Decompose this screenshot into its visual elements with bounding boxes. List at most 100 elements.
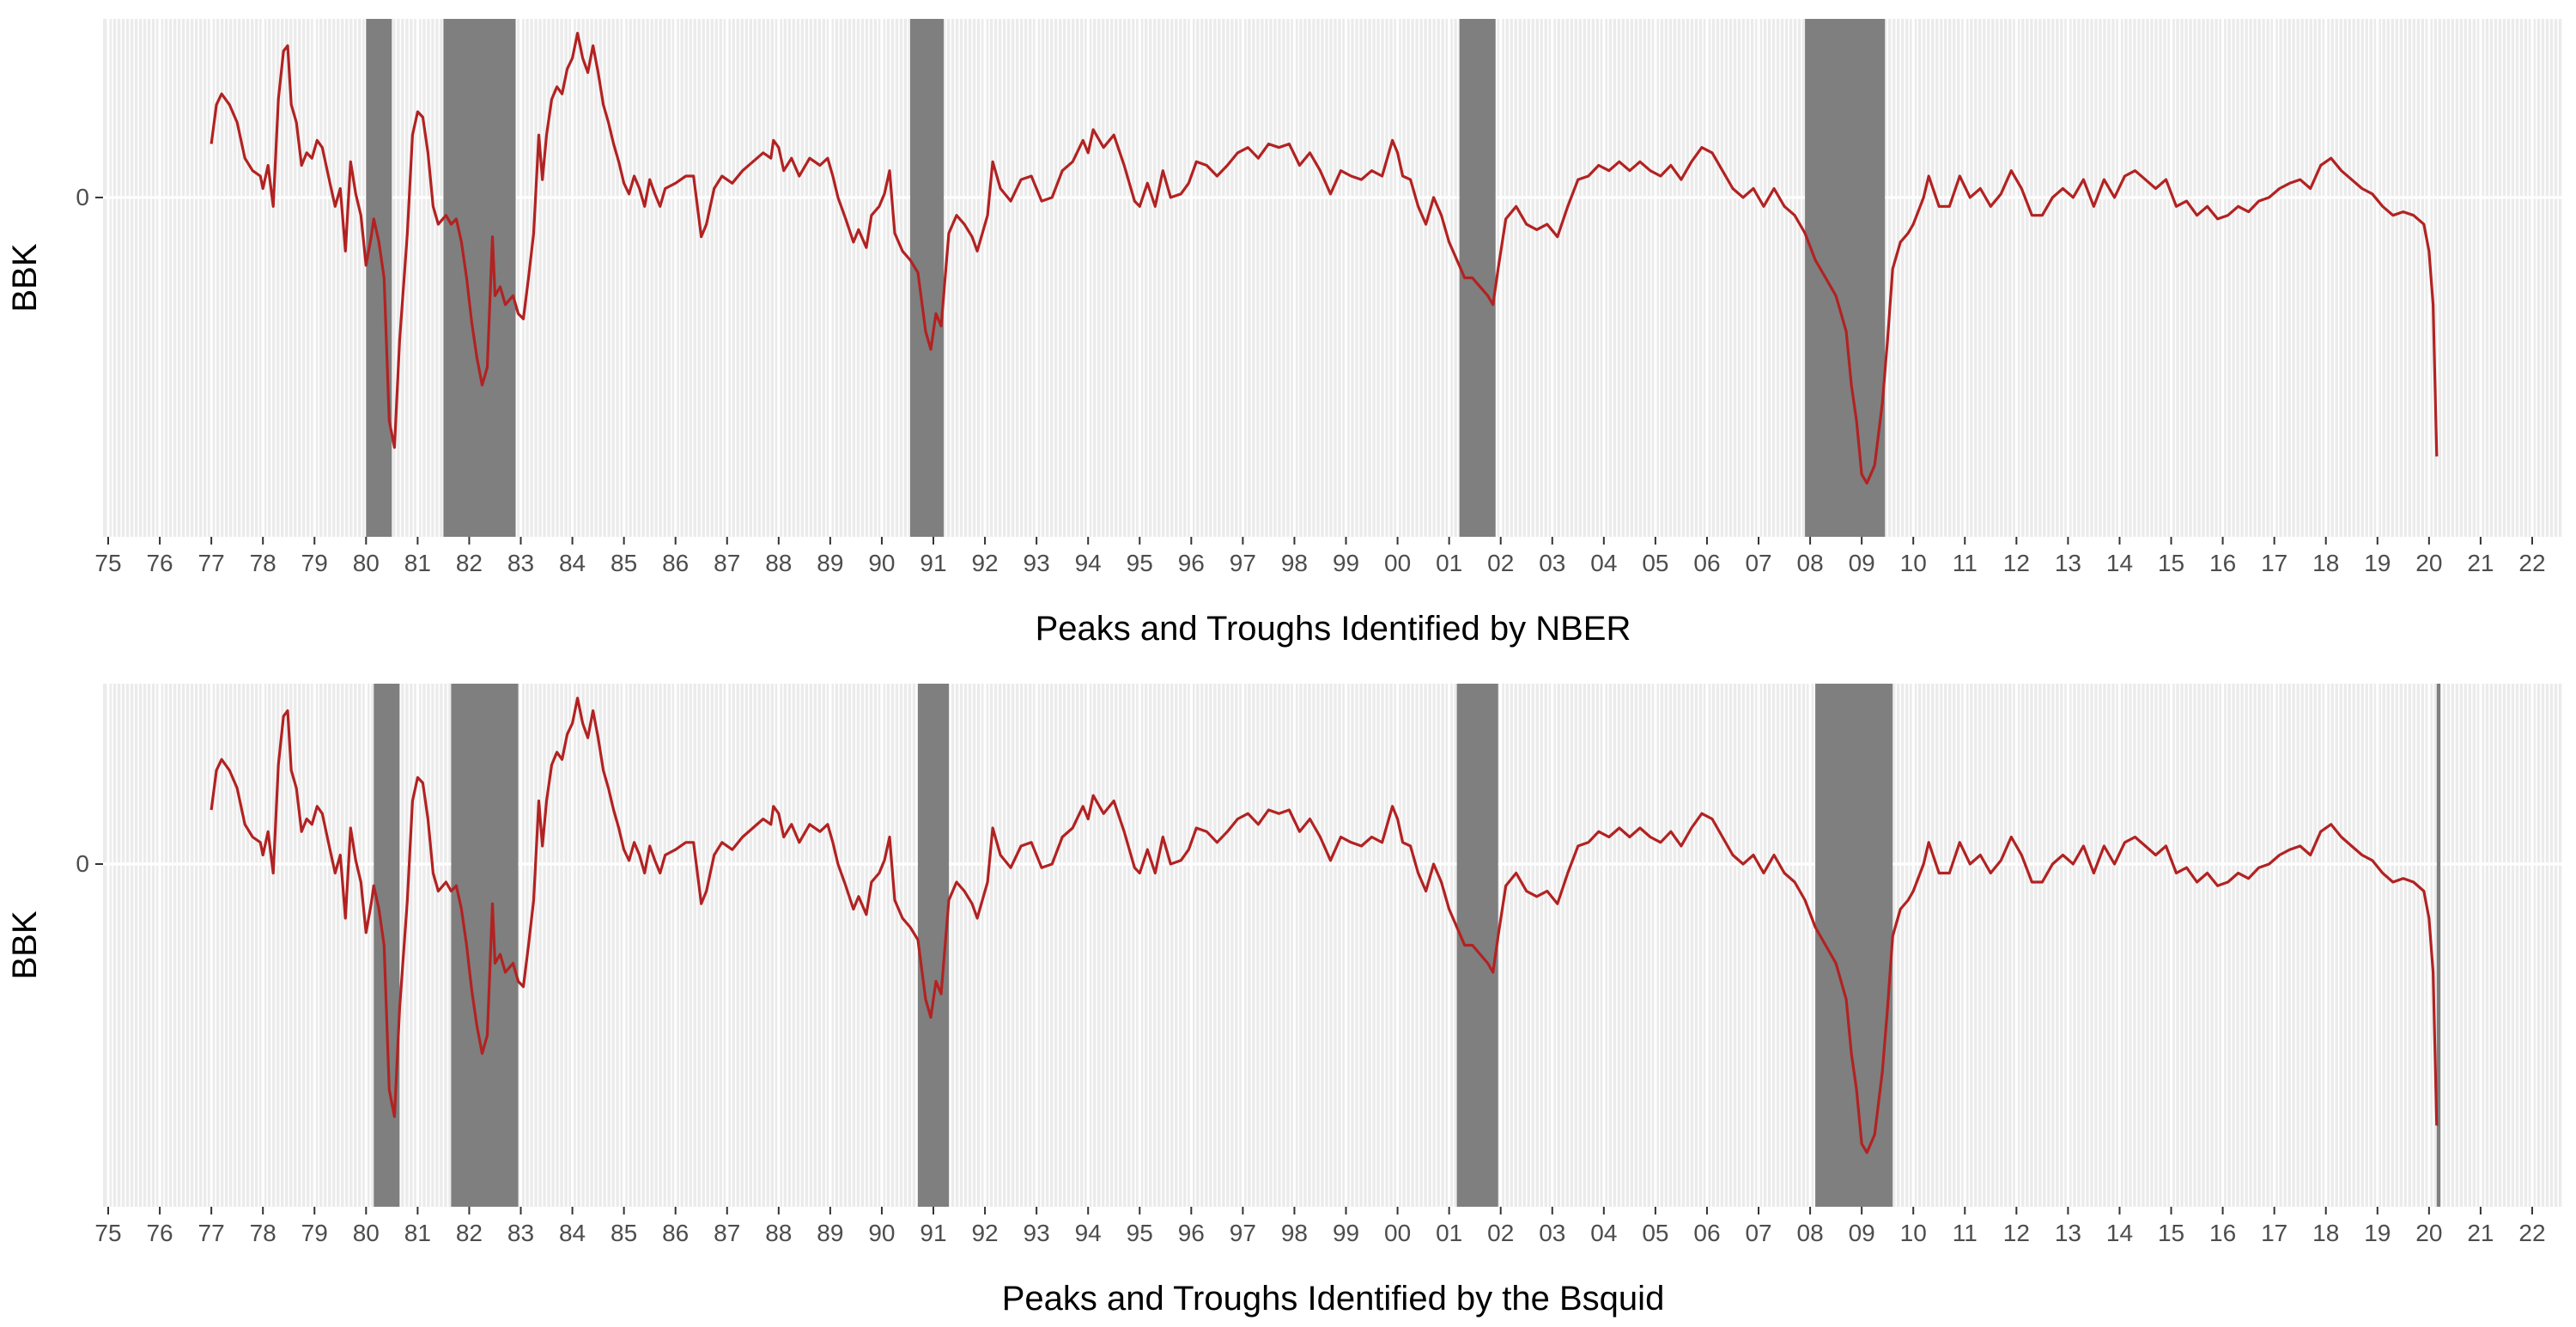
- x-tick-label: 14: [2106, 550, 2133, 576]
- recession-shade: [1456, 684, 1498, 1207]
- x-tick-label: 13: [2055, 550, 2081, 576]
- x-tick-label: 21: [2467, 550, 2494, 576]
- x-tick-label: 02: [1487, 1220, 1514, 1246]
- x-tick-label: 75: [94, 1220, 121, 1246]
- recession-shade: [443, 19, 516, 537]
- x-tick-label: 99: [1333, 550, 1359, 576]
- x-tick-label: 96: [1178, 550, 1205, 576]
- x-tick-label: 09: [1849, 1220, 1875, 1246]
- x-tick-label: 81: [404, 1220, 431, 1246]
- x-tick-label: 20: [2415, 1220, 2442, 1246]
- x-tick-label: 04: [1590, 550, 1617, 576]
- x-tick-label: 89: [817, 550, 843, 576]
- recession-shade: [1815, 684, 1893, 1207]
- x-tick-label: 87: [714, 550, 740, 576]
- x-tick-label: 76: [146, 550, 173, 576]
- x-tick-label: 00: [1384, 1220, 1411, 1246]
- x-tick-label: 90: [868, 550, 895, 576]
- x-tick-label: 05: [1642, 1220, 1668, 1246]
- x-tick-label: 10: [1900, 550, 1927, 576]
- x-tick-label: 22: [2518, 1220, 2545, 1246]
- x-tick-label: 85: [611, 1220, 637, 1246]
- x-tick-label: 17: [2261, 550, 2287, 576]
- x-tick-label: 13: [2055, 1220, 2081, 1246]
- x-tick-label: 06: [1693, 1220, 1720, 1246]
- recession-shade: [909, 19, 945, 537]
- x-tick-label: 97: [1230, 1220, 1256, 1246]
- x-tick-label: 04: [1590, 1220, 1617, 1246]
- x-tick-label: 01: [1436, 550, 1462, 576]
- x-tick-label: 94: [1075, 1220, 1102, 1246]
- x-tick-label: 00: [1384, 550, 1411, 576]
- x-tick-label: 91: [920, 1220, 946, 1246]
- bbk-series-line: [210, 697, 2439, 1154]
- x-tick-label: 21: [2467, 1220, 2494, 1246]
- y-tick-label: 0: [76, 184, 89, 210]
- x-tick-label: 01: [1436, 1220, 1462, 1246]
- x-tick-label: 15: [2158, 1220, 2184, 1246]
- y-tick-label: 0: [76, 850, 89, 877]
- x-tick-label: 94: [1075, 550, 1102, 576]
- x-tick-label: 08: [1797, 1220, 1824, 1246]
- nber-chart-panel: 0 75 76 77 78 79 80 81 82 83 84 85 86 87 88 89 90 91 92 93 9…: [6, 19, 2563, 648]
- x-tick-label: 12: [2003, 550, 2030, 576]
- x-tick-label: 79: [301, 1220, 328, 1246]
- recession-shade: [451, 684, 519, 1207]
- x-tick-label: 75: [94, 550, 121, 576]
- x-tick-label: 93: [1024, 550, 1050, 576]
- recession-shade: [2436, 684, 2441, 1207]
- x-axis-title: Peaks and Troughs Identified by the Bsqu…: [1002, 1280, 1665, 1318]
- x-tick-label: 10: [1900, 1220, 1927, 1246]
- x-tick-label: 07: [1745, 550, 1771, 576]
- x-tick-label: 85: [611, 550, 637, 576]
- x-tick-label: 78: [250, 550, 276, 576]
- recession-shade: [366, 19, 392, 537]
- x-tick-label: 87: [714, 1220, 740, 1246]
- x-tick-label: 20: [2415, 550, 2442, 576]
- y-axis-title: BBK: [6, 243, 44, 312]
- x-tick-label: 98: [1281, 1220, 1308, 1246]
- x-tick-label: 91: [920, 550, 946, 576]
- x-tick-label: 03: [1539, 550, 1565, 576]
- x-tick-label: 83: [507, 1220, 534, 1246]
- bsquid-chart-panel: 0 75 76 77 78 79 80 81 82 83 84 85 86 87 88 89 90 91 92 93 9…: [6, 684, 2563, 1318]
- x-tick-label: 95: [1127, 550, 1153, 576]
- x-tick-label: 97: [1230, 550, 1256, 576]
- x-tick-label: 16: [2209, 550, 2236, 576]
- recession-shade: [917, 684, 950, 1207]
- x-tick-label: 11: [1953, 1220, 1978, 1246]
- x-tick-label: 90: [868, 1220, 895, 1246]
- x-tick-label: 92: [971, 1220, 998, 1246]
- bbk-series-line: [210, 32, 2439, 485]
- x-tick-label: 22: [2518, 550, 2545, 576]
- x-tick-label: 09: [1849, 550, 1875, 576]
- x-tick-label: 86: [662, 550, 689, 576]
- x-tick-label: 07: [1745, 1220, 1771, 1246]
- y-axis-title: BBK: [6, 910, 44, 979]
- x-tick-label: 77: [198, 550, 225, 576]
- x-tick-label: 19: [2364, 1220, 2391, 1246]
- x-tick-label: 06: [1693, 550, 1720, 576]
- x-tick-label: 80: [353, 550, 380, 576]
- x-tick-label: 12: [2003, 1220, 2030, 1246]
- x-tick-label: 14: [2106, 1220, 2133, 1246]
- x-tick-label: 81: [404, 550, 431, 576]
- recession-shade: [374, 684, 400, 1207]
- x-tick-label: 16: [2209, 1220, 2236, 1246]
- x-tick-label: 18: [2312, 550, 2339, 576]
- x-tick-label: 05: [1642, 550, 1668, 576]
- x-tick-label: 03: [1539, 1220, 1565, 1246]
- recession-shade: [1805, 19, 1886, 537]
- x-tick-label: 02: [1487, 550, 1514, 576]
- x-tick-label: 98: [1281, 550, 1308, 576]
- x-tick-label: 76: [146, 1220, 173, 1246]
- x-tick-label: 82: [456, 550, 483, 576]
- x-tick-label: 84: [559, 550, 586, 576]
- x-tick-label: 82: [456, 1220, 483, 1246]
- x-tick-label: 79: [301, 550, 328, 576]
- x-tick-label: 77: [198, 1220, 225, 1246]
- x-tick-label: 11: [1953, 550, 1978, 576]
- x-tick-label: 15: [2158, 550, 2184, 576]
- x-tick-label: 99: [1333, 1220, 1359, 1246]
